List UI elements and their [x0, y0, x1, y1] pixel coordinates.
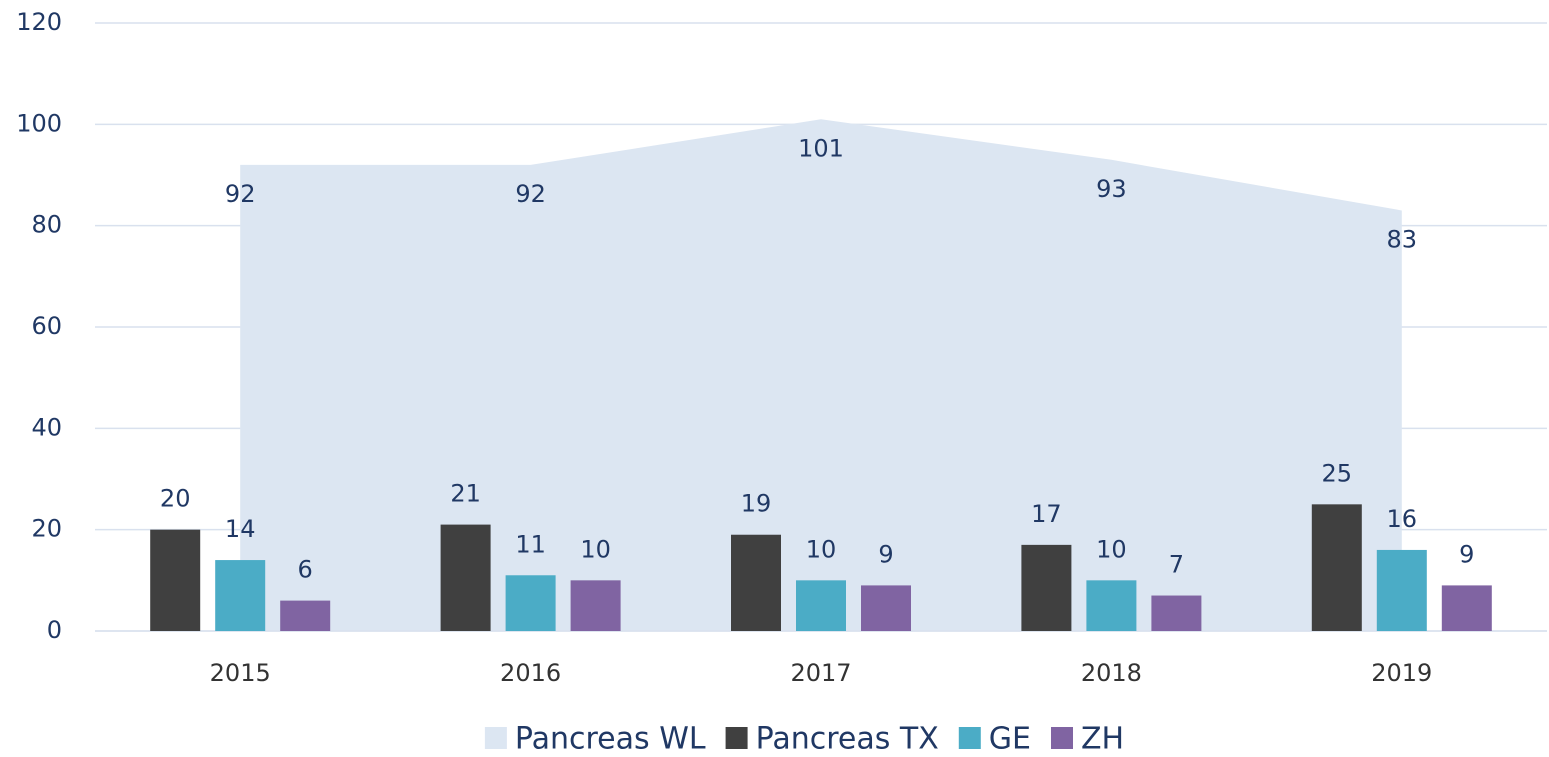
x-tick-label: 2017 — [790, 659, 851, 687]
bar — [280, 600, 331, 631]
legend-label: ZH — [1081, 722, 1124, 757]
legend-label: Pancreas WL — [515, 722, 706, 757]
data-label: 83 — [1387, 225, 1418, 253]
bar — [150, 529, 201, 631]
bar — [1086, 580, 1137, 631]
legend-swatch — [1050, 727, 1073, 749]
y-tick-label: 120 — [16, 8, 62, 36]
bar — [1311, 504, 1362, 631]
data-label: 93 — [1096, 175, 1127, 203]
data-label: 7 — [1169, 551, 1184, 579]
bar — [796, 580, 846, 631]
bar — [570, 580, 621, 631]
bar — [1021, 544, 1072, 631]
y-tick-label: 60 — [31, 312, 62, 340]
bar — [1441, 585, 1492, 631]
data-label: 20 — [160, 485, 191, 513]
data-label: 92 — [515, 180, 546, 208]
y-tick-label: 0 — [47, 616, 62, 644]
bar — [215, 560, 266, 631]
bar — [1151, 595, 1202, 631]
data-label: 14 — [225, 515, 256, 543]
legend-swatch — [484, 727, 507, 749]
bar — [505, 575, 556, 631]
area — [240, 119, 1402, 632]
y-tick-label: 40 — [31, 413, 62, 441]
data-label: 21 — [450, 480, 481, 508]
y-tick-label: 80 — [31, 211, 62, 239]
x-tick-label: 2016 — [500, 659, 561, 687]
data-label: 25 — [1322, 459, 1353, 487]
data-label: 9 — [1459, 540, 1474, 568]
x-tick-label: 2019 — [1371, 659, 1432, 687]
bar — [731, 534, 781, 631]
data-label: 92 — [225, 180, 256, 208]
data-label: 19 — [741, 490, 772, 518]
data-label: 10 — [806, 535, 837, 563]
legend-label: Pancreas TX — [756, 722, 939, 757]
legend-swatch — [725, 727, 748, 749]
legend-label: GE — [989, 722, 1031, 757]
data-label: 16 — [1387, 505, 1418, 533]
y-tick-label: 20 — [31, 515, 62, 543]
data-label: 10 — [1096, 535, 1127, 563]
data-label: 101 — [798, 134, 844, 162]
x-tick-label: 2018 — [1081, 659, 1142, 687]
bar — [861, 585, 911, 631]
y-tick-label: 100 — [16, 109, 62, 137]
data-label: 17 — [1031, 500, 1062, 528]
data-label: 6 — [298, 556, 313, 584]
bar — [1376, 549, 1427, 631]
x-tick-label: 2015 — [210, 659, 271, 687]
bar — [440, 524, 491, 631]
legend-swatch — [958, 727, 981, 749]
data-label: 10 — [580, 535, 611, 563]
data-label: 11 — [515, 530, 546, 558]
data-label: 9 — [878, 540, 893, 568]
